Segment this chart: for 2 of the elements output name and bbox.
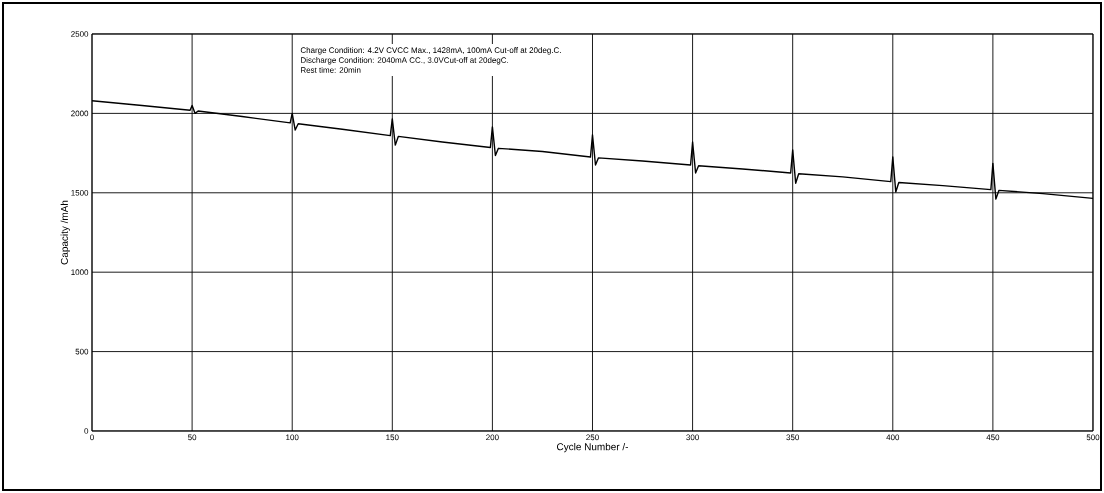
y-axis-title: Capacity /mAh <box>60 200 70 265</box>
x-axis-title: Cycle Number /- <box>557 442 629 453</box>
